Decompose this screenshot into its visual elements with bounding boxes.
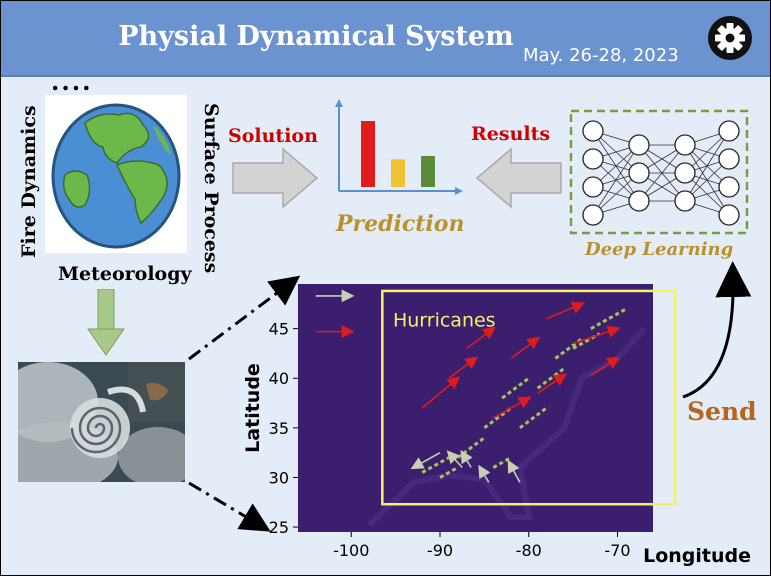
- nn-node: [628, 190, 650, 212]
- surface-process-label: Surface Process: [200, 103, 222, 274]
- red-track-arrow: [421, 376, 461, 409]
- fire-dynamics-label: Fire Dynamics: [18, 105, 40, 258]
- hurricanes-label: Hurricanes: [393, 310, 496, 332]
- nn-node: [718, 176, 740, 198]
- solution-label: Solution: [228, 125, 318, 147]
- nn-node: [674, 134, 696, 156]
- deep-learning-label: Deep Learning: [585, 239, 734, 260]
- satellite-cyclone-image: [18, 362, 185, 482]
- y-tick-label: 40: [269, 369, 289, 388]
- ellipsis: ....: [51, 67, 93, 96]
- red-track-arrow: [590, 356, 621, 376]
- map-plot-area: [298, 284, 653, 532]
- nn-node: [582, 148, 604, 170]
- prediction-bar: [391, 159, 405, 187]
- hurricane-track: [518, 406, 548, 430]
- right-arrow-icon: [232, 147, 319, 209]
- red-track-arrow: [510, 336, 541, 360]
- deep-learning-box: [569, 109, 749, 235]
- nn-node: [718, 120, 740, 142]
- prediction-label: Prediction: [336, 211, 465, 237]
- hurricane-track: [421, 456, 450, 474]
- hurricane-track: [536, 367, 566, 390]
- gray-track-arrow: [478, 464, 491, 483]
- results-label: Results: [471, 123, 551, 145]
- dashed-connector-arrows: [188, 275, 301, 532]
- y-tick-label: 25: [269, 518, 289, 537]
- globe-icon: [45, 95, 187, 253]
- red-track-arrow: [572, 325, 621, 345]
- neural-network-diagram: [569, 109, 749, 235]
- red-track-arrow: [466, 326, 496, 350]
- y-tick-label: 30: [269, 468, 289, 487]
- left-arrow-icon: [475, 147, 562, 209]
- red-track-arrow: [537, 373, 567, 394]
- prediction-bar-chart: [335, 99, 463, 195]
- send-arrow: [682, 261, 752, 399]
- nn-node: [628, 162, 650, 184]
- nn-node: [582, 176, 604, 198]
- nn-node: [582, 120, 604, 142]
- hurricane-track: [439, 466, 459, 479]
- gray-track-arrow: [410, 451, 441, 470]
- gear-icon[interactable]: [707, 15, 753, 61]
- gray-track-arrow: [446, 450, 463, 469]
- gray-track-arrow: [507, 459, 521, 483]
- nn-node: [674, 190, 696, 212]
- hurricane-heatmap: Hurricanes 25 30 35 40 45 -100 -90 -80 -70 Latitud…: [242, 284, 751, 567]
- page-title: Physial Dynamical System: [118, 21, 514, 52]
- x-tick-label: -80: [516, 541, 542, 560]
- y-tick-label: 45: [269, 320, 289, 339]
- event-date: May. 26-28, 2023: [523, 45, 679, 66]
- prediction-bar: [421, 155, 435, 187]
- x-tick-label: -100: [333, 541, 369, 560]
- x-tick-label: -70: [604, 541, 630, 560]
- gray-track-arrow: [460, 449, 473, 468]
- hurricane-track: [554, 337, 583, 360]
- hurricane-track: [501, 377, 530, 400]
- nn-node: [718, 204, 740, 226]
- nn-node: [582, 204, 604, 226]
- y-axis-label: Latitude: [242, 363, 264, 453]
- send-label: Send: [687, 397, 757, 426]
- prediction-bar: [361, 121, 375, 187]
- hurricane-track: [483, 406, 512, 430]
- hurricanes-box: [381, 289, 677, 506]
- nn-node: [628, 134, 650, 156]
- hurricane-track: [456, 436, 486, 459]
- x-axis-label: Longitude: [643, 545, 751, 567]
- nn-node: [718, 148, 740, 170]
- red-track-arrow: [546, 301, 585, 320]
- nn-node: [674, 162, 696, 184]
- hurricane-track: [492, 456, 512, 469]
- hurricane-track: [572, 332, 601, 350]
- red-track-arrow: [492, 396, 532, 419]
- red-track-arrow: [448, 356, 479, 379]
- x-tick-label: -90: [427, 541, 453, 560]
- header: Physial Dynamical System May. 26-28, 202…: [1, 1, 770, 77]
- meteorology-label: Meteorology: [58, 263, 192, 285]
- y-tick-label: 35: [269, 419, 289, 438]
- down-arrow-icon: [87, 289, 125, 356]
